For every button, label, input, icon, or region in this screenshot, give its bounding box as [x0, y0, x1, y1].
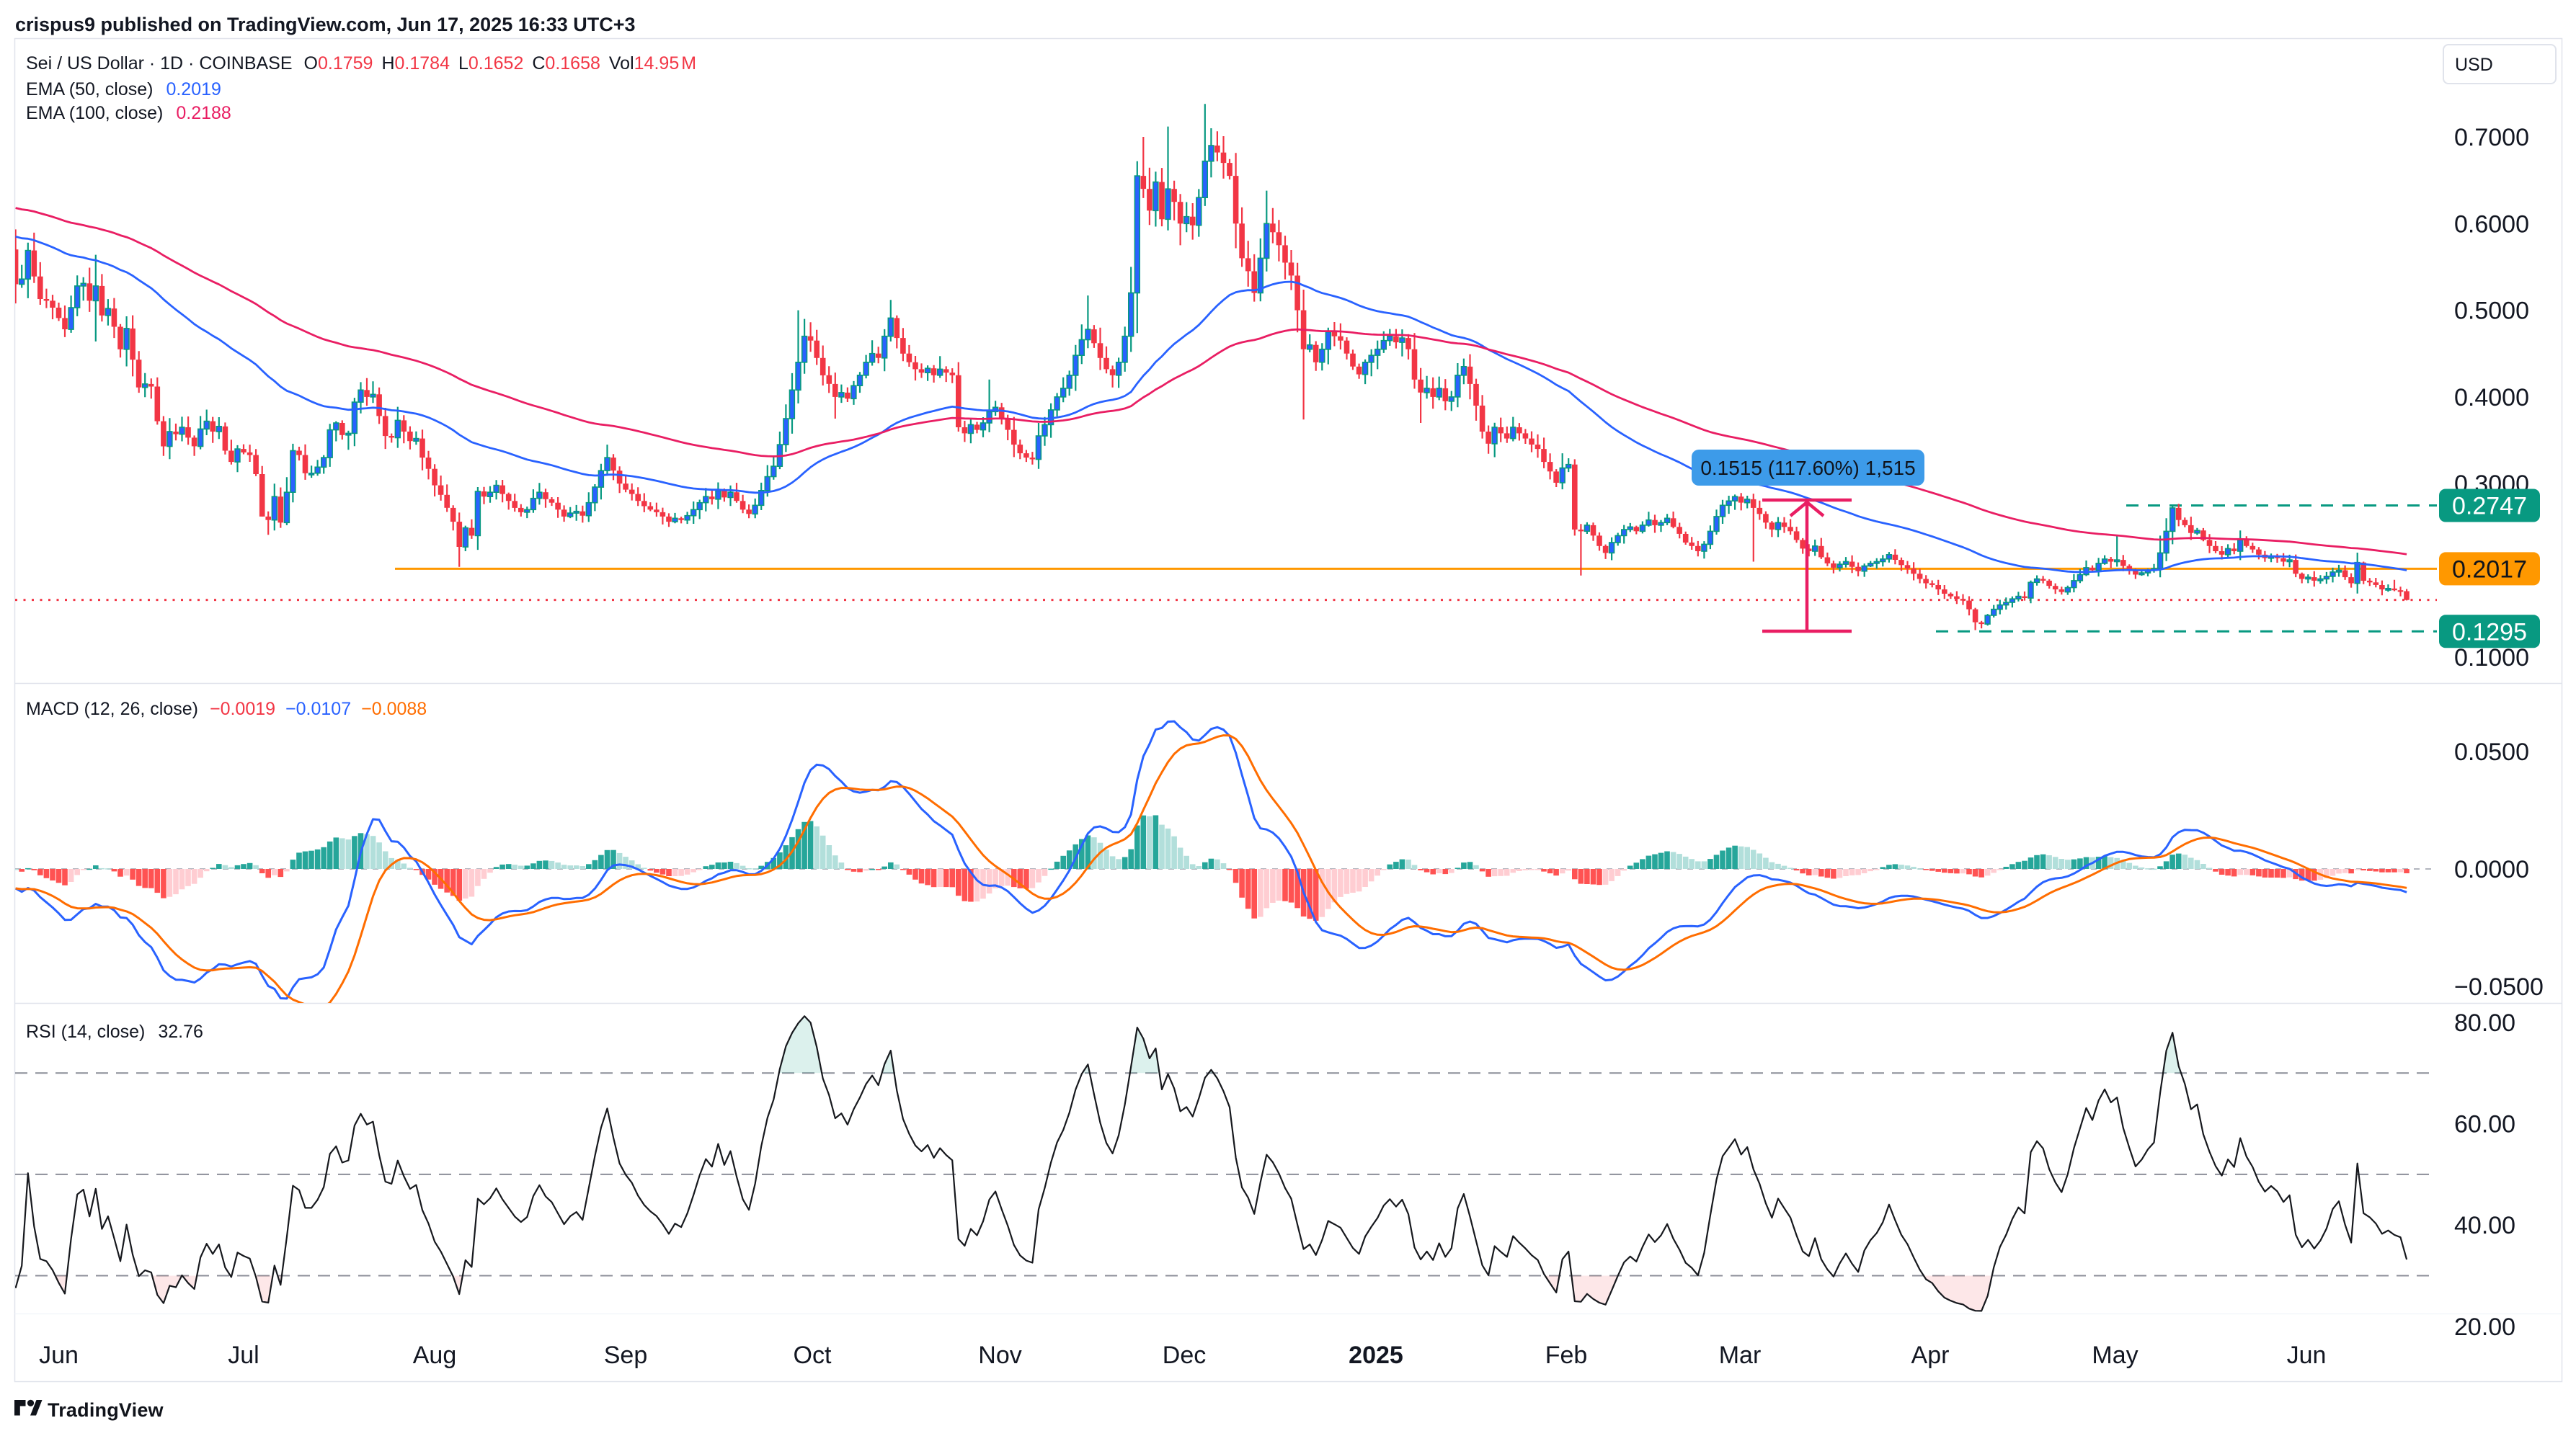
svg-text:20.00: 20.00: [2454, 1314, 2515, 1341]
svg-text:Sep: Sep: [604, 1342, 648, 1369]
svg-text:TradingView: TradingView: [48, 1399, 164, 1421]
svg-text:MACD (12, 26, close)−0.0019−0.: MACD (12, 26, close) −0.0019 −0.0107 −0.008…: [26, 699, 427, 719]
svg-text:0.7000: 0.7000: [2454, 124, 2529, 151]
svg-text:RSI (14, close)32.76: RSI (14, close) 32.76: [26, 1022, 203, 1042]
svg-text:Jul: Jul: [228, 1342, 259, 1369]
svg-text:Feb: Feb: [1545, 1342, 1588, 1369]
svg-text:Apr: Apr: [1911, 1342, 1950, 1369]
svg-text:EMA (50, close)0.2019: EMA (50, close) 0.2019: [26, 79, 221, 99]
svg-text:0.1515 (117.60%) 1,515: 0.1515 (117.60%) 1,515: [1700, 457, 1915, 479]
svg-text:40.00: 40.00: [2454, 1212, 2515, 1239]
svg-text:80.00: 80.00: [2454, 1009, 2515, 1037]
svg-text:Aug: Aug: [413, 1342, 457, 1369]
svg-text:Jun: Jun: [39, 1342, 79, 1369]
svg-text:0.4000: 0.4000: [2454, 384, 2529, 411]
svg-text:crispus9 published on TradingV: crispus9 published on TradingView.com, J…: [15, 14, 636, 35]
svg-text:−0.0500: −0.0500: [2454, 973, 2544, 1001]
svg-text:0.1295: 0.1295: [2452, 618, 2527, 646]
svg-text:EMA (100, close)0.2188: EMA (100, close) 0.2188: [26, 103, 231, 123]
svg-text:0.2747: 0.2747: [2452, 493, 2527, 520]
svg-text:Mar: Mar: [1719, 1342, 1762, 1369]
svg-text:0.1000: 0.1000: [2454, 644, 2529, 672]
svg-text:0.0500: 0.0500: [2454, 739, 2529, 766]
svg-text:Dec: Dec: [1163, 1342, 1206, 1369]
svg-text:0.5000: 0.5000: [2454, 298, 2529, 325]
svg-text:Jun: Jun: [2287, 1342, 2327, 1369]
svg-text:Oct: Oct: [794, 1342, 832, 1369]
svg-text:0.0000: 0.0000: [2454, 856, 2529, 883]
svg-text:0.6000: 0.6000: [2454, 210, 2529, 238]
svg-text:Sei / US Dollar · 1D · COINBAS: Sei / US Dollar · 1D · COINBASE O0.1759 H0…: [26, 53, 696, 73]
svg-text:Nov: Nov: [978, 1342, 1021, 1369]
svg-text:2025: 2025: [1349, 1342, 1403, 1369]
svg-text:May: May: [2092, 1342, 2138, 1369]
svg-text:USD: USD: [2455, 55, 2493, 75]
svg-text:60.00: 60.00: [2454, 1111, 2515, 1138]
svg-text:0.2017: 0.2017: [2452, 556, 2527, 583]
